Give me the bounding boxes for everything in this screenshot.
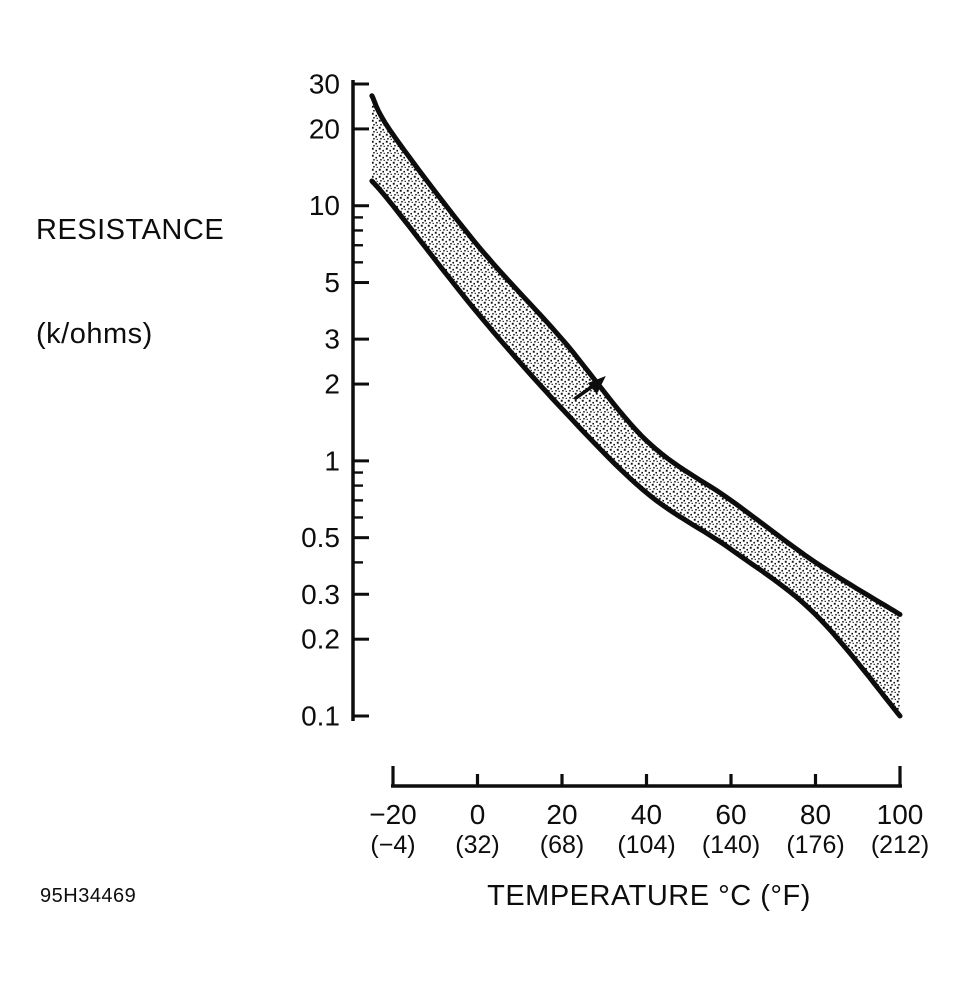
x-tick-label-f-100: (212) bbox=[871, 831, 929, 859]
x-tick-label-f-40: (104) bbox=[617, 831, 675, 859]
x-axis: −20(−4) 0(32) 20(68) 40(104) 60(140) 80(176) 1… bbox=[369, 766, 929, 859]
tolerance-band bbox=[369, 93, 903, 719]
tolerance-band-fill bbox=[371, 95, 900, 716]
x-axis-title: TEMPERATURE °C (°F) bbox=[487, 880, 811, 912]
y-tick-label-10: 10 bbox=[309, 190, 340, 221]
x-tick-label-f--20: (−4) bbox=[370, 831, 415, 859]
y-tick-label-5: 5 bbox=[324, 267, 340, 298]
y-axis-title-line1: RESISTANCE bbox=[36, 213, 225, 246]
x-tick-label-f-20: (68) bbox=[540, 831, 584, 859]
y-tick-label-0.5: 0.5 bbox=[301, 522, 340, 553]
upper-limit-curve bbox=[369, 93, 903, 617]
x-tick-label-c-40: 40 bbox=[631, 799, 662, 830]
x-tick-label-c-80: 80 bbox=[800, 799, 831, 830]
x-tick-label-c-100: 100 bbox=[877, 799, 924, 830]
marker-arrow-tail bbox=[574, 384, 595, 400]
x-tick-label-c-0: 0 bbox=[470, 799, 486, 830]
y-tick-label-0.1: 0.1 bbox=[301, 701, 340, 732]
y-tick-label-30: 30 bbox=[309, 69, 340, 100]
x-tick-label-f-80: (176) bbox=[786, 831, 844, 859]
y-tick-label-3: 3 bbox=[324, 324, 340, 355]
y-tick-label-2: 2 bbox=[324, 369, 340, 400]
marker-arrow-head bbox=[587, 376, 606, 395]
y-axis: 30 20 10 5 3 2 1 0.5 0.3 0.2 0.1 bbox=[301, 69, 369, 732]
x-tick-label-c-20: 20 bbox=[546, 799, 577, 830]
x-tick-label-f-0: (32) bbox=[455, 831, 499, 859]
y-axis-title-line2: (k/ohms) bbox=[36, 317, 153, 350]
y-axis-title: RESISTANCE (k/ohms) bbox=[36, 143, 224, 421]
x-tick-label-c--20: −20 bbox=[369, 799, 417, 830]
band-marker-arrow bbox=[574, 376, 606, 400]
x-tick-label-f-60: (140) bbox=[702, 831, 760, 859]
y-tick-label-1: 1 bbox=[324, 445, 340, 476]
y-tick-label-20: 20 bbox=[309, 113, 340, 144]
lower-limit-curve bbox=[369, 178, 903, 719]
y-tick-label-0.2: 0.2 bbox=[301, 624, 340, 655]
figure-id-code: 95H34469 bbox=[40, 885, 137, 907]
y-tick-label-0.3: 0.3 bbox=[301, 579, 340, 610]
x-tick-label-c-60: 60 bbox=[715, 799, 746, 830]
